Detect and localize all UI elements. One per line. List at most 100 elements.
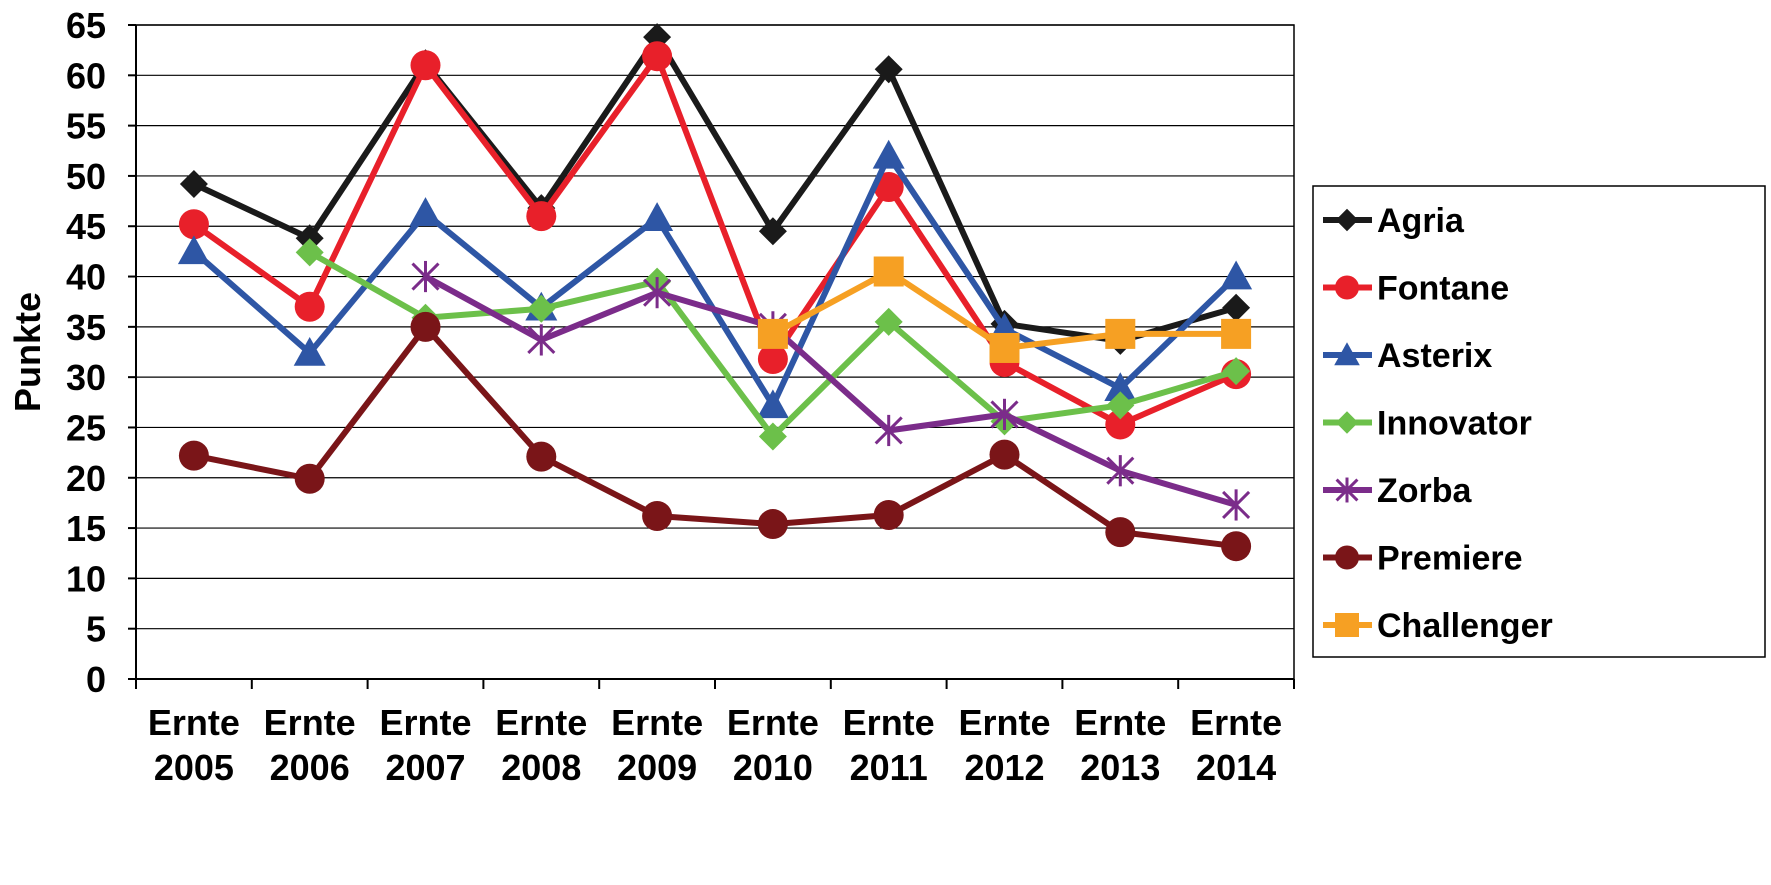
legend-item: Fontane (1323, 270, 1509, 308)
data-point (757, 509, 788, 540)
data-point (641, 202, 674, 231)
series-agria (179, 23, 1251, 355)
data-point (1106, 455, 1135, 487)
data-point (757, 318, 788, 349)
x-tick-label: 2010 (733, 747, 813, 788)
data-point (177, 235, 210, 265)
data-point (874, 307, 903, 336)
data-point (874, 414, 903, 447)
x-tick-label: Ernte (264, 702, 356, 743)
data-point (179, 169, 208, 198)
x-tick-label: Ernte (495, 702, 587, 743)
data-point (642, 41, 673, 72)
legend-label: Innovator (1377, 405, 1532, 443)
legend-box (1312, 185, 1766, 658)
legend-label: Asterix (1377, 337, 1492, 375)
x-axis: Ernte2005Ernte2006Ernte2007Ernte2008Ernt… (135, 678, 1295, 788)
data-point (756, 389, 789, 419)
legend: Agria Fontane Asterix Innovator Zorba Premier… (1312, 185, 1766, 658)
data-point (527, 294, 556, 323)
data-point (295, 224, 324, 253)
data-point (1105, 517, 1136, 548)
x-tick-label: Ernte (843, 702, 935, 743)
data-point (989, 332, 1020, 363)
data-point (411, 260, 440, 293)
x-tick-label: 2014 (1196, 747, 1276, 788)
data-point (526, 201, 557, 232)
series-layer (177, 23, 1253, 562)
legend-swatch-marker (1335, 411, 1359, 434)
y-tick-label: 40 (66, 257, 106, 298)
legend-swatch-marker (1335, 477, 1359, 503)
legend-swatch-marker (1335, 545, 1359, 570)
data-point (1222, 489, 1251, 521)
legend-item: Zorba (1323, 472, 1473, 510)
data-point (1222, 293, 1251, 322)
legend-label: Zorba (1377, 472, 1473, 510)
legend-item: Challenger (1323, 607, 1553, 645)
data-point (1220, 260, 1253, 290)
data-point (526, 441, 557, 472)
series-premiere (178, 311, 1252, 562)
series-line (192, 53, 1238, 428)
series-challenger (757, 256, 1252, 363)
data-point (1221, 318, 1252, 349)
data-point (990, 398, 1019, 430)
data-point (873, 256, 904, 287)
legend-item: Asterix (1323, 337, 1492, 375)
y-tick-label: 65 (66, 5, 106, 46)
data-point (293, 337, 326, 366)
data-point (1222, 357, 1251, 386)
x-tick-label: Ernte (1190, 702, 1282, 743)
x-tick-label: 2005 (154, 747, 234, 788)
data-point (989, 439, 1020, 470)
y-tick-label: 55 (66, 106, 106, 147)
legend-label: Challenger (1377, 607, 1553, 645)
data-point (1105, 409, 1136, 440)
data-point (757, 344, 788, 375)
data-point (642, 501, 673, 532)
data-point (294, 291, 325, 322)
x-tick-label: Ernte (611, 702, 703, 743)
legend-label: Premiere (1377, 540, 1523, 578)
data-point (873, 171, 904, 202)
y-axis: 0 5 10 15 20 25 30 35 40 45 50 55 60 65 (66, 5, 137, 700)
data-point (178, 209, 209, 240)
legend-swatch-marker (1335, 275, 1359, 300)
legend-item: Innovator (1323, 405, 1532, 443)
gridlines (135, 24, 1295, 680)
legend-item: Premiere (1323, 540, 1523, 578)
y-axis-label: Punkte (7, 292, 48, 412)
data-point (295, 238, 324, 267)
series-line (193, 323, 1237, 550)
x-tick-label: 2012 (964, 747, 1044, 788)
data-point (1104, 372, 1137, 402)
data-point (1106, 391, 1135, 420)
data-point (643, 277, 672, 309)
y-tick-label: 0 (86, 659, 106, 700)
series-zorba (411, 260, 1251, 521)
y-tick-label: 20 (66, 458, 106, 499)
series-line (192, 34, 1237, 344)
data-point (758, 217, 787, 246)
y-tick-label: 30 (66, 357, 106, 398)
data-point (527, 324, 556, 356)
y-tick-label: 60 (66, 55, 106, 96)
legend-swatch-marker (1335, 613, 1359, 637)
legend-item: Agria (1323, 202, 1465, 240)
data-point (873, 499, 904, 530)
y-tick-label: 45 (66, 206, 106, 247)
y-tick-label: 5 (86, 609, 106, 650)
data-point (1221, 531, 1252, 562)
data-point (178, 440, 209, 471)
series-innovator (295, 238, 1251, 451)
x-tick-label: 2011 (850, 747, 928, 788)
x-tick-label: Ernte (379, 702, 471, 743)
series-fontane (178, 41, 1252, 440)
y-tick-label: 50 (66, 156, 106, 197)
legend-swatch-marker (1335, 208, 1359, 232)
x-tick-label: Ernte (1074, 702, 1166, 743)
data-point (410, 311, 441, 342)
x-tick-label: Ernte (148, 702, 240, 743)
